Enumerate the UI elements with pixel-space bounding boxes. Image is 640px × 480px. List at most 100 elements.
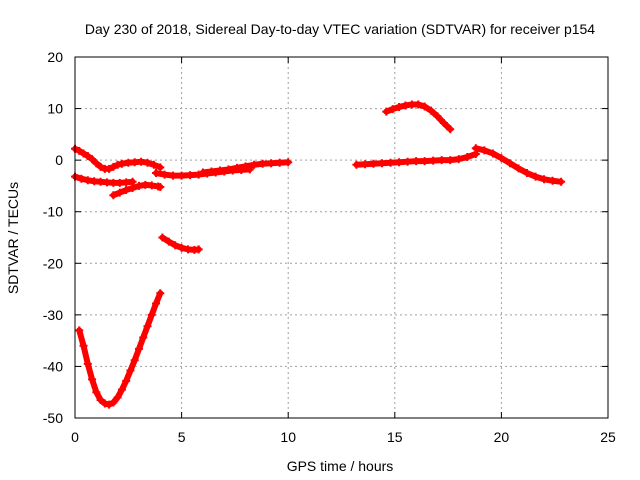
data-point: [267, 159, 276, 168]
series-arc-3: [109, 180, 165, 200]
data-point: [531, 172, 540, 181]
x-tick-label: 15: [387, 429, 403, 445]
data-point: [437, 156, 446, 165]
y-tick-label: -20: [43, 255, 63, 271]
y-tick-label: 0: [55, 152, 63, 168]
data-point: [369, 159, 378, 168]
data-point: [143, 322, 152, 331]
data-point: [514, 164, 523, 173]
data-point: [128, 183, 137, 192]
data-point: [194, 245, 203, 254]
data-point: [75, 326, 84, 335]
data-point: [109, 398, 118, 407]
series-line: [76, 290, 164, 408]
data-point: [88, 375, 97, 384]
data-point: [160, 170, 169, 179]
data-point: [130, 356, 139, 365]
data-point: [113, 393, 122, 402]
data-point: [122, 376, 131, 385]
data-point: [152, 169, 161, 178]
data-point: [433, 112, 442, 121]
data-point: [171, 241, 180, 250]
data-point: [147, 181, 156, 190]
data-point: [105, 164, 114, 173]
data-point: [177, 171, 186, 180]
data-point: [113, 160, 122, 169]
data-point: [454, 155, 463, 164]
data-point: [198, 168, 207, 177]
data-point: [360, 160, 369, 169]
data-point: [386, 158, 395, 167]
data-point: [156, 289, 165, 298]
data-point: [156, 182, 165, 191]
series-arc-4: [158, 233, 203, 254]
series-arc-1: [71, 144, 165, 173]
data-point: [177, 243, 186, 252]
data-point: [258, 159, 267, 168]
data-point: [540, 175, 549, 184]
data-point: [83, 152, 92, 161]
data-point: [115, 188, 124, 197]
data-point: [403, 157, 412, 166]
data-point: [137, 157, 146, 166]
y-tick-label: 10: [47, 101, 63, 117]
data-point: [83, 359, 92, 368]
data-point: [96, 395, 105, 404]
data-point: [109, 191, 118, 200]
data-point: [439, 119, 448, 128]
data-point: [463, 153, 472, 162]
series-arc-9: [382, 100, 455, 134]
data-point: [480, 146, 489, 155]
data-point: [109, 162, 118, 171]
data-point: [224, 165, 233, 174]
y-tick-label: -30: [43, 307, 63, 323]
plot-frame: [74, 56, 609, 419]
data-point: [420, 102, 429, 111]
data-point: [122, 186, 131, 195]
data-point: [92, 388, 101, 397]
series-arc-2: [71, 172, 137, 187]
data-point: [488, 149, 497, 158]
data-point: [427, 106, 436, 115]
data-point: [117, 385, 126, 394]
data-point: [382, 107, 391, 116]
y-tick-label: -10: [43, 204, 63, 220]
data-point: [147, 310, 156, 319]
data-point: [250, 160, 259, 169]
data-point: [395, 103, 404, 112]
data-point: [233, 163, 242, 172]
data-point: [164, 237, 173, 246]
data-point: [414, 100, 423, 109]
data-point: [83, 176, 92, 185]
data-point: [158, 233, 167, 242]
data-point: [557, 177, 566, 186]
series-arc-8: [352, 149, 480, 169]
data-point: [186, 171, 195, 180]
data-point: [446, 125, 455, 134]
grid-lines: [75, 57, 608, 418]
x-tick-label: 20: [494, 429, 510, 445]
data-point: [215, 166, 224, 175]
data-point: [548, 176, 557, 185]
data-series: [71, 100, 566, 409]
data-point: [446, 156, 455, 165]
data-point: [152, 299, 161, 308]
data-point: [79, 341, 88, 350]
y-tick-label: -40: [43, 358, 63, 374]
x-tick-label: 5: [178, 429, 186, 445]
data-point: [105, 400, 114, 409]
x-axis-label: GPS time / hours: [287, 458, 394, 474]
y-tick-label: 20: [47, 49, 63, 65]
data-point: [96, 162, 105, 171]
data-point: [505, 159, 514, 168]
data-point: [388, 105, 397, 114]
data-point: [275, 158, 284, 167]
y-tick-label: -50: [43, 410, 63, 426]
x-tick-label: 0: [71, 429, 79, 445]
data-point: [143, 158, 152, 167]
series-arc-5: [75, 289, 165, 409]
data-point: [77, 174, 86, 183]
series-arc-10: [471, 144, 566, 186]
data-point: [241, 162, 250, 171]
